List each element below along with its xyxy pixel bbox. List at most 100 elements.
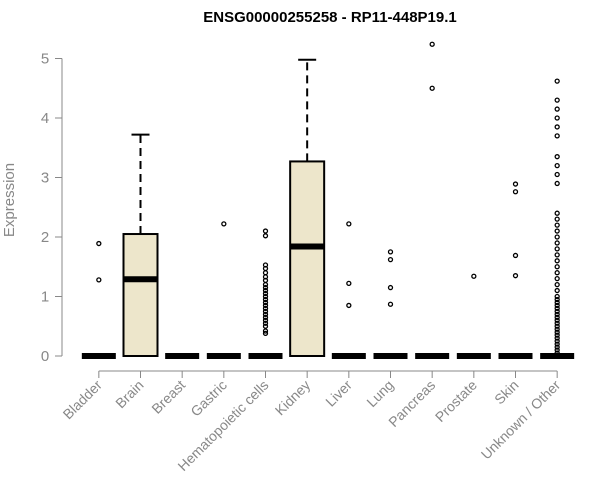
y-tick-label: 3 [41, 170, 49, 187]
box-unknown-other [540, 78, 575, 359]
outlier-point [554, 264, 560, 270]
outlier-point [554, 154, 560, 160]
outlier-point [554, 323, 560, 329]
outlier-point [554, 344, 560, 350]
outlier-point [387, 301, 394, 307]
outlier-point [262, 323, 269, 329]
outlier-point [554, 320, 560, 326]
y-axis-label: Expression [1, 163, 18, 237]
outlier-point [262, 302, 269, 309]
outlier-point [346, 302, 352, 309]
outlier-point [554, 311, 560, 318]
x-tick-label: Bladder [60, 377, 106, 423]
box-lung [373, 249, 408, 359]
outlier-point [512, 252, 519, 259]
outlier-point [262, 320, 269, 326]
outlier-point [554, 78, 560, 84]
outlier-point [554, 222, 560, 228]
outlier-point [262, 233, 269, 239]
box-brain [122, 133, 159, 357]
box-body [122, 233, 159, 357]
outlier-point [262, 281, 269, 288]
outlier-point [554, 326, 560, 332]
outlier-point [346, 221, 352, 227]
outlier-point [554, 246, 560, 252]
outlier-point [262, 228, 269, 234]
y-axis: 0 1 2 3 4 5 [41, 51, 63, 365]
box-gastric [206, 221, 241, 359]
outlier-point [554, 97, 560, 103]
x-tick-label: Prostate [432, 377, 480, 425]
box-body [289, 160, 326, 357]
outlier-point [262, 270, 269, 276]
outlier-point [554, 317, 560, 323]
outlier-point [387, 256, 394, 263]
outlier-point [554, 106, 560, 112]
outlier-point [387, 284, 394, 291]
box-bladder [81, 240, 116, 359]
outlier-point [262, 274, 269, 280]
outlier-point [96, 277, 102, 283]
outlier-point [554, 270, 560, 276]
box-prostate [456, 273, 491, 359]
box-hematopoietic-cells [248, 228, 283, 359]
box-liver [331, 221, 366, 359]
x-tick-label: Kidney [272, 377, 314, 419]
outlier-point [554, 228, 560, 234]
outlier-point [262, 293, 269, 300]
outlier-point [262, 296, 269, 303]
outlier-point [512, 273, 519, 279]
outlier-point [221, 221, 227, 227]
outlier-point [554, 124, 560, 130]
box-kidney [289, 58, 326, 357]
outlier-point [554, 171, 560, 178]
outlier-point [554, 341, 560, 347]
outlier-point [554, 314, 560, 320]
plot-area [81, 41, 575, 359]
outlier-point [471, 273, 477, 279]
outlier-point [554, 308, 560, 315]
chart-title: ENSG00000255258 - RP11-448P19.1 [203, 9, 457, 26]
outlier-point [262, 308, 269, 315]
x-tick-label: Breast [148, 377, 188, 417]
outlier-point [262, 284, 269, 291]
outlier-point [554, 258, 560, 264]
outlier-point [554, 350, 560, 356]
outlier-point [262, 328, 269, 334]
x-tick-label: Liver [322, 377, 355, 410]
outlier-point [262, 299, 269, 306]
outlier-point [554, 180, 560, 187]
outlier-point [262, 287, 269, 294]
x-tick-label: Brain [112, 377, 146, 411]
outlier-point [554, 234, 560, 240]
outlier-point [387, 249, 394, 255]
outlier-point [554, 275, 560, 282]
y-tick-label: 4 [41, 110, 49, 127]
outlier-point [554, 293, 560, 300]
outlier-point [512, 189, 519, 195]
outlier-point [262, 317, 269, 323]
y-tick-label: 1 [41, 289, 49, 306]
outlier-point [554, 240, 560, 246]
outlier-point [96, 240, 102, 247]
outlier-point [512, 181, 519, 187]
outlier-point [429, 85, 435, 91]
outlier-point [554, 210, 560, 216]
outlier-point [554, 133, 560, 139]
outlier-point [262, 330, 269, 337]
outlier-point [429, 41, 435, 47]
outlier-point [554, 338, 560, 344]
y-tick-label: 5 [41, 51, 49, 68]
outlier-point [554, 216, 560, 222]
outlier-point [554, 115, 560, 121]
outlier-point [554, 329, 560, 335]
outlier-point [554, 296, 560, 303]
outlier-point [554, 281, 560, 288]
x-tick-label: Lung [363, 377, 396, 410]
outlier-point [554, 252, 560, 258]
outlier-point [262, 290, 269, 297]
box-pancreas [415, 41, 450, 359]
